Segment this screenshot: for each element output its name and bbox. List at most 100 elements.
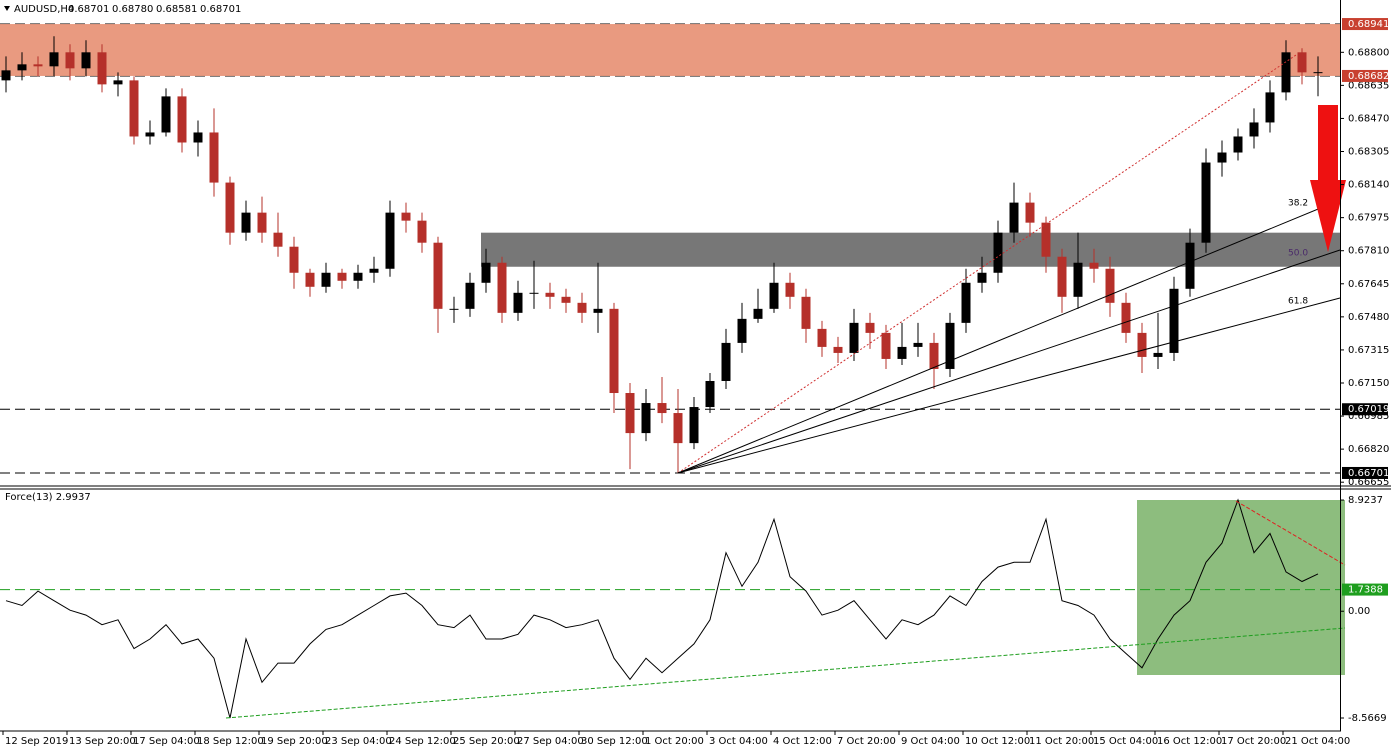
y-tick-label: 0.66655 <box>1348 477 1389 488</box>
candle-body <box>321 272 331 287</box>
candle-body <box>561 296 571 303</box>
candle-body <box>945 322 955 369</box>
candle-body <box>145 132 155 137</box>
candle-body <box>849 322 859 353</box>
candle-body <box>369 268 379 273</box>
y-tick-label: 0.67975 <box>1348 213 1389 224</box>
candle-body <box>593 308 603 313</box>
x-tick-label: 25 Sep 20:00 <box>453 736 520 747</box>
candle-body <box>1137 332 1147 357</box>
candle-body <box>1073 262 1083 297</box>
y-tick-label: 0.68635 <box>1348 80 1389 91</box>
force-trend-line <box>225 627 1346 719</box>
x-tick-label: 12 Sep 2019 <box>5 736 68 747</box>
candle-body <box>1153 352 1163 357</box>
y-tick-label: 0.66985 <box>1348 411 1389 422</box>
indicator-title: Force(13) 2.9937 <box>5 492 91 503</box>
x-tick-label: 7 Oct 20:00 <box>837 736 896 747</box>
fan-label: 50.0 <box>1288 249 1308 259</box>
level-label-bg <box>1342 69 1388 82</box>
candle-body <box>1217 152 1227 163</box>
ohlc-label: 0.68701 <box>200 4 241 15</box>
x-tick-label: 13 Sep 20:00 <box>69 736 136 747</box>
candle-body <box>513 292 523 313</box>
x-tick-label: 9 Oct 04:00 <box>901 736 960 747</box>
y-tick-label: 0.00 <box>1348 606 1370 617</box>
candle-body <box>481 262 491 283</box>
candle-body <box>1185 242 1195 289</box>
candle-body <box>1041 222 1051 257</box>
candle-body <box>769 282 779 309</box>
x-tick-label: 16 Oct 12:00 <box>1157 736 1222 747</box>
annotation-layer: 38.2 50.0 61.8 AUDUSD,H4 0.68701 0.68780… <box>0 0 1391 732</box>
x-tick-label: 17 Sep 04:00 <box>133 736 200 747</box>
candle-body <box>801 296 811 329</box>
ohlc-label: 0.68780 <box>112 4 153 15</box>
candle-body <box>833 346 843 353</box>
candle-body <box>1233 136 1243 153</box>
chart-title: AUDUSD,H4 <box>14 4 74 15</box>
under-layer <box>0 23 1345 675</box>
candle-body <box>97 52 107 85</box>
x-tick-label: 15 Oct 04:00 <box>1093 736 1158 747</box>
y-tick-label: 8.9237 <box>1348 495 1383 506</box>
candle-body <box>33 64 43 67</box>
force-highlight-box <box>1137 500 1345 675</box>
mark-layer <box>1 36 1323 719</box>
x-tick-label: 1 Oct 20:00 <box>645 736 704 747</box>
candle-body <box>1009 202 1019 233</box>
fan-line <box>677 297 1341 474</box>
candle-body <box>49 52 59 67</box>
candle-body <box>225 182 235 233</box>
candle-body <box>657 403 667 414</box>
level-label: 0.67019 <box>1348 404 1389 415</box>
candle-body <box>1089 262 1099 269</box>
zone <box>481 232 1340 267</box>
x-tick-label: 11 Oct 20:00 <box>1029 736 1094 747</box>
force-line <box>5 498 1319 719</box>
y-tick-label: 0.67480 <box>1348 312 1389 323</box>
candle-body <box>65 52 75 69</box>
level-label: 0.68941 <box>1348 19 1389 30</box>
candle-body <box>1201 162 1211 243</box>
candle-body <box>433 242 443 309</box>
x-tick-label: 23 Sep 04:00 <box>325 736 392 747</box>
candle-body <box>929 342 939 369</box>
candle-body <box>273 232 283 247</box>
candle-body <box>689 407 699 444</box>
candle-body <box>497 262 507 313</box>
x-tick-label: 4 Oct 12:00 <box>773 736 832 747</box>
x-tick-label: 24 Sep 12:00 <box>389 736 456 747</box>
ohlc-label: 0.68581 <box>156 4 197 15</box>
candle-body <box>865 322 875 333</box>
candle-body <box>337 272 347 281</box>
candle-body <box>577 302 587 313</box>
force-trend-line <box>1235 500 1346 566</box>
level-label-bg <box>1342 18 1388 31</box>
x-tick-label: 30 Sep 12:00 <box>581 736 648 747</box>
candle-body <box>1025 202 1035 223</box>
candle-body <box>209 132 219 183</box>
fan-label: 38.2 <box>1288 199 1308 209</box>
y-tick-label: 0.68800 <box>1348 47 1389 58</box>
y-tick-label: 0.68305 <box>1348 147 1389 158</box>
candle-body <box>177 96 187 143</box>
candle-body <box>289 246 299 273</box>
candle-body <box>913 342 923 347</box>
level-label-bg <box>1342 466 1388 479</box>
candle-body <box>417 220 427 243</box>
candle-body <box>113 80 123 85</box>
candle-body <box>129 80 139 137</box>
candle-body <box>401 212 411 221</box>
x-tick-label: 18 Sep 12:00 <box>197 736 264 747</box>
candle-body <box>385 212 395 269</box>
x-tick-label: 19 Sep 20:00 <box>261 736 328 747</box>
candle-body <box>881 332 891 359</box>
candle-body <box>1297 52 1307 73</box>
x-tick-label: 3 Oct 04:00 <box>709 736 768 747</box>
x-tick-label: 27 Sep 04:00 <box>517 736 584 747</box>
down-arrow <box>1310 105 1346 252</box>
candle-body <box>993 232 1003 273</box>
collapse-icon <box>4 6 10 11</box>
